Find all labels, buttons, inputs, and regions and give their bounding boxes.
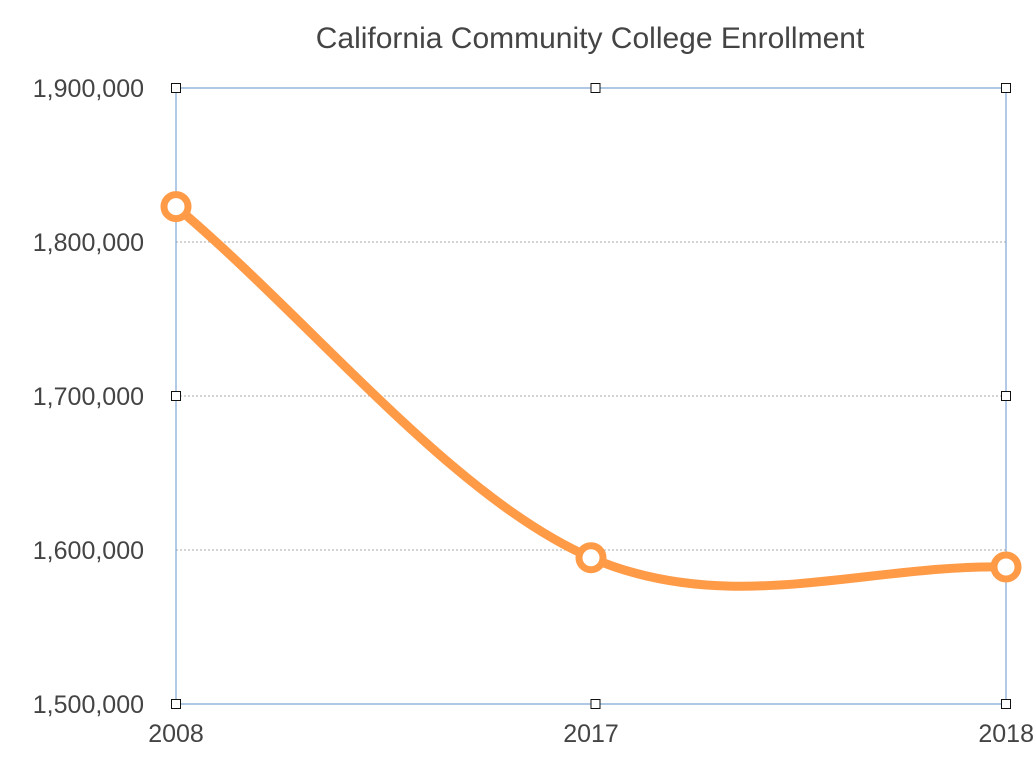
resize-handle[interactable]	[171, 391, 181, 401]
y-tick-label: 1,900,000	[33, 75, 144, 103]
resize-handle[interactable]	[590, 83, 601, 93]
y-tick-label: 1,700,000	[33, 383, 144, 411]
resize-handle[interactable]	[1001, 699, 1011, 709]
y-tick-label: 1,800,000	[33, 229, 144, 257]
resize-handle[interactable]	[590, 699, 601, 709]
x-tick-label: 2008	[148, 720, 204, 748]
resize-handle[interactable]	[171, 83, 181, 93]
resize-handle[interactable]	[171, 699, 181, 709]
x-tick-label: 2018	[978, 720, 1034, 748]
series-layer	[160, 191, 1022, 591]
grid-lines	[176, 241, 1006, 551]
y-axis-ticks: 1,500,000 1,600,000 1,700,000 1,800,000 1,90…	[33, 75, 144, 719]
selection-handles[interactable]	[171, 83, 1011, 709]
y-tick-label: 1,500,000	[33, 691, 144, 719]
chart-title: California Community College Enrollment	[316, 22, 865, 55]
x-tick-label: 2017	[563, 720, 619, 748]
data-point	[160, 191, 192, 223]
resize-handle[interactable]	[1001, 83, 1011, 93]
data-point	[990, 551, 1022, 583]
y-tick-label: 1,600,000	[33, 537, 144, 565]
x-axis-ticks: 2008 2017 2018	[148, 720, 1034, 748]
resize-handle[interactable]	[1001, 391, 1011, 401]
data-point	[575, 542, 607, 574]
